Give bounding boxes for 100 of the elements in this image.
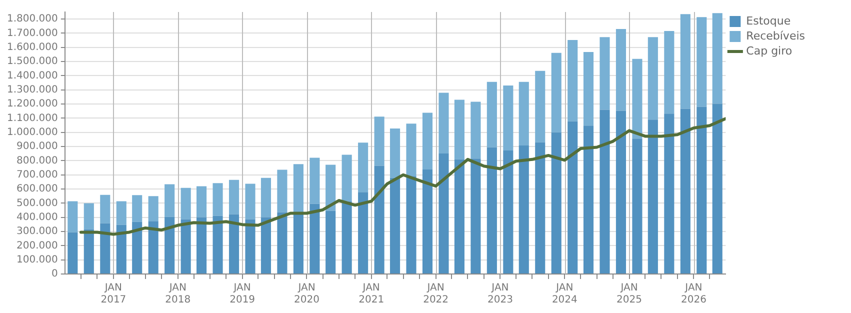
bar <box>600 37 610 110</box>
bar <box>148 221 158 274</box>
bar <box>438 92 449 154</box>
bar <box>390 178 400 274</box>
y-tick-label: 900.000 <box>16 141 58 152</box>
bar <box>664 30 674 114</box>
y-tick-label: 1.800.000 <box>6 14 58 25</box>
bar <box>228 180 240 214</box>
bar <box>277 212 288 274</box>
y-tick-label: 1.200.000 <box>6 98 58 110</box>
bar <box>164 216 175 274</box>
bar <box>245 184 256 220</box>
bar <box>583 126 594 274</box>
bar <box>551 52 562 132</box>
bar <box>374 166 384 274</box>
bar <box>228 214 240 274</box>
bar <box>293 212 304 274</box>
bar <box>406 124 416 176</box>
bar <box>664 114 674 274</box>
y-tick-label: 500.000 <box>16 198 58 209</box>
bar <box>712 13 722 104</box>
bar <box>196 186 207 218</box>
x-tick-label: JAN 2025 <box>616 282 642 306</box>
bar <box>84 229 94 274</box>
bar <box>293 164 304 213</box>
bar <box>583 52 594 126</box>
bar <box>551 132 562 274</box>
bar <box>84 203 94 230</box>
bar <box>68 232 78 274</box>
bar <box>116 201 126 225</box>
x-tick-label: JAN 2020 <box>294 282 320 306</box>
bar <box>518 82 529 146</box>
bar <box>260 178 271 218</box>
bar <box>132 222 142 274</box>
bar <box>616 28 626 111</box>
bar <box>632 138 642 274</box>
y-tick-label: 300.000 <box>16 226 58 238</box>
bar <box>342 201 352 274</box>
bar <box>454 159 464 274</box>
bar <box>535 70 546 142</box>
bar <box>245 219 256 274</box>
bar <box>196 217 207 274</box>
bar <box>616 110 626 274</box>
bar <box>390 128 400 178</box>
bar <box>164 184 175 217</box>
bar <box>422 169 433 274</box>
bar <box>648 37 658 120</box>
bar <box>116 224 126 274</box>
bar <box>438 153 449 274</box>
bar <box>680 108 690 274</box>
bar <box>212 216 223 274</box>
bar <box>100 194 110 224</box>
x-tick-label: JAN 2026 <box>680 282 706 306</box>
bar <box>358 192 368 274</box>
bar <box>518 146 529 274</box>
legend-label: Estoque <box>746 14 791 28</box>
bar <box>342 154 352 202</box>
bar <box>180 188 191 220</box>
bar <box>568 40 578 122</box>
bar <box>696 106 707 274</box>
bar <box>486 82 497 148</box>
y-tick-label: 100.000 <box>16 254 58 266</box>
y-tick-label: 700.000 <box>16 169 58 180</box>
bar <box>260 217 271 274</box>
x-tick-label: JAN 2018 <box>165 282 191 306</box>
y-tick-label: 400.000 <box>16 212 58 223</box>
bar <box>326 164 336 211</box>
bar <box>470 102 481 159</box>
y-tick-label: 1.300.000 <box>6 84 58 96</box>
bar <box>132 195 142 222</box>
bar <box>648 120 658 274</box>
bar <box>712 104 722 274</box>
bar <box>680 14 690 109</box>
y-tick-label: 1.500.000 <box>6 56 58 68</box>
bar <box>277 170 288 212</box>
bar <box>470 158 481 274</box>
bar <box>454 100 464 160</box>
y-tick-label: 1.100.000 <box>6 112 58 124</box>
bar <box>374 116 384 166</box>
bar <box>503 150 514 274</box>
bar <box>68 201 78 232</box>
y-tick-label: 0 <box>52 268 58 280</box>
x-tick-label: JAN 2022 <box>423 282 449 306</box>
y-tick-label: 200.000 <box>16 240 58 252</box>
legend-label: Recebíveis <box>746 29 806 42</box>
bar <box>326 210 336 274</box>
x-tick-label: JAN 2023 <box>488 282 513 306</box>
bar <box>100 223 110 274</box>
x-tick-label: JAN 2017 <box>100 282 126 306</box>
bar <box>486 147 497 274</box>
bar <box>148 196 158 222</box>
bar <box>358 142 368 192</box>
y-tick-label: 1.000.000 <box>6 126 58 138</box>
bar <box>180 219 191 274</box>
bar <box>535 142 546 274</box>
bar <box>632 58 642 139</box>
bar <box>503 86 514 151</box>
bar <box>600 110 610 274</box>
x-tick-label: JAN 2021 <box>358 282 384 306</box>
bar <box>422 112 433 170</box>
